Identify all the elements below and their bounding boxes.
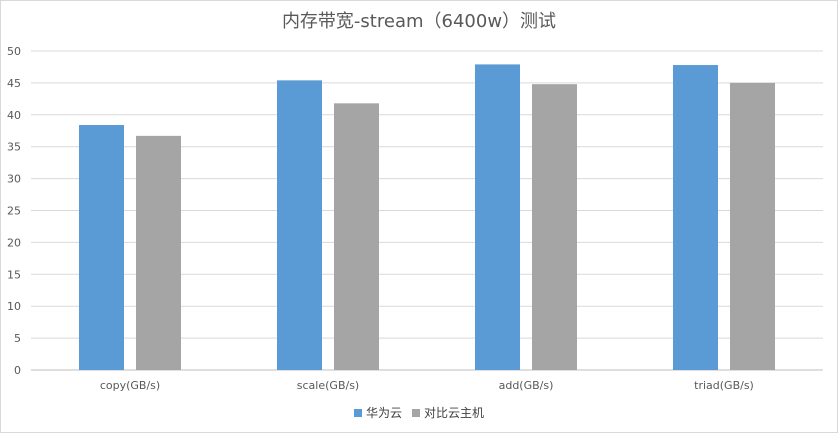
- bar-compare-host: [532, 84, 577, 371]
- legend-item-huaweicloud: 华为云: [353, 404, 402, 421]
- legend-label-compare-host: 对比云主机: [424, 406, 485, 420]
- bar-compare-host: [334, 103, 379, 370]
- legend-swatch-compare-host: [412, 408, 420, 417]
- y-tick-label: 45: [7, 77, 21, 90]
- bar-huaweicloud: [475, 64, 520, 370]
- x-tick-label: scale(GB/s): [297, 379, 359, 392]
- y-tick-label: 5: [14, 332, 21, 345]
- bar-huaweicloud: [673, 65, 718, 370]
- bar-compare-host: [136, 135, 181, 370]
- y-tick-label: 25: [7, 205, 21, 218]
- y-tick-label: 50: [7, 45, 21, 58]
- bar-huaweicloud: [277, 80, 322, 371]
- y-tick-label: 40: [7, 109, 21, 122]
- y-tick-label: 10: [7, 300, 21, 313]
- bar-compare-host: [730, 82, 775, 371]
- legend-label-huaweicloud: 华为云: [365, 406, 402, 420]
- y-tick-label: 30: [7, 173, 21, 186]
- legend-item-compare-host: 对比云主机: [412, 404, 484, 421]
- y-tick-label: 0: [14, 364, 21, 377]
- bar-huaweicloud: [79, 125, 124, 371]
- y-tick-label: 20: [7, 236, 21, 249]
- chart-title: 内存带宽-stream（6400w）测试: [281, 11, 557, 32]
- legend-swatch-huaweicloud: [353, 408, 362, 417]
- x-tick-label: copy(GB/s): [100, 379, 160, 392]
- x-tick-label: add(GB/s): [499, 379, 554, 392]
- y-tick-label: 15: [7, 268, 21, 281]
- y-tick-label: 35: [7, 141, 21, 154]
- legend: 华为云 对比云主机: [0, 404, 838, 421]
- x-tick-label: triad(GB/s): [694, 379, 754, 392]
